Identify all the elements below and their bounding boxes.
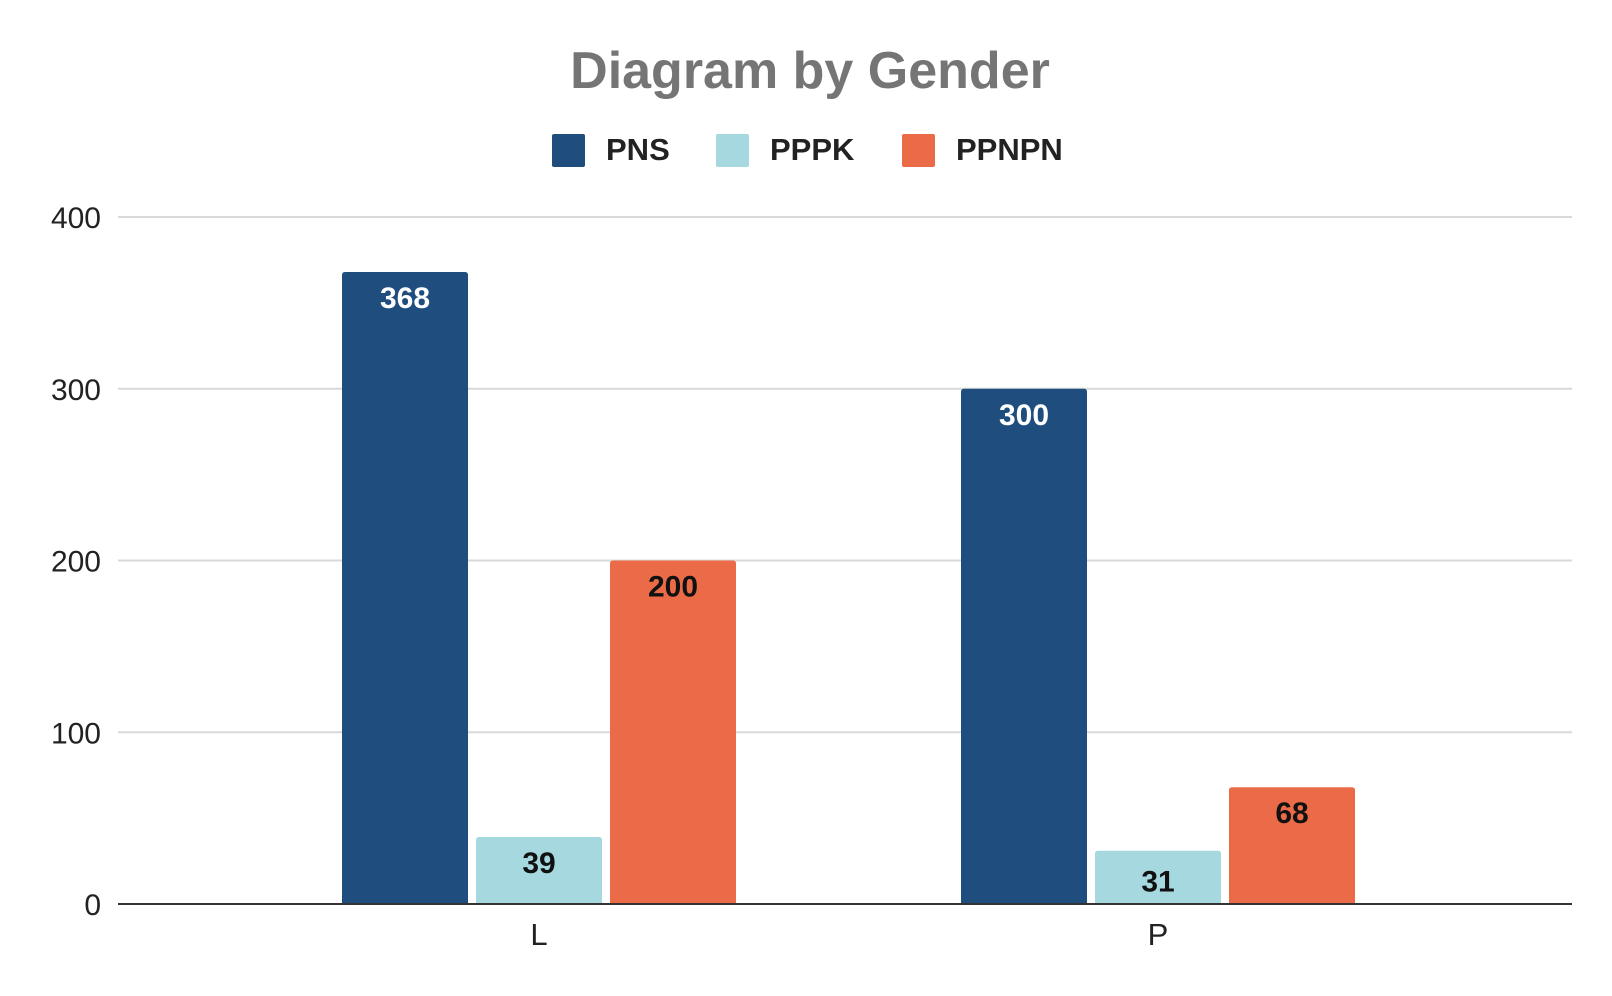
bar-ppnpn-p <box>1229 787 1355 904</box>
data-label-pppk-l: 39 <box>522 847 555 880</box>
legend-swatch-ppnpn <box>902 134 935 167</box>
y-tick-label-400: 400 <box>51 202 101 235</box>
data-label-ppnpn-p: 68 <box>1275 797 1308 830</box>
y-tick-label-200: 200 <box>51 546 101 579</box>
y-tick-label-300: 300 <box>51 374 101 407</box>
data-label-pns-p: 300 <box>999 399 1049 432</box>
chart-title: Diagram by Gender <box>570 42 1050 100</box>
legend-label-pppk: PPPK <box>770 132 855 167</box>
x-tick-label-l: L <box>530 917 547 952</box>
bar-pppk-l <box>476 837 602 904</box>
bar-pns-l <box>342 271 468 905</box>
x-tick-label-p: P <box>1148 917 1169 952</box>
legend-label-ppnpn: PPNPN <box>956 132 1063 167</box>
bar-pns-p <box>961 388 1087 904</box>
legend: PNS PPPK PPNPN <box>552 132 1063 167</box>
bar-ppnpn-l <box>610 560 736 904</box>
legend-swatch-pppk <box>716 134 749 167</box>
legend-swatch-pns <box>552 134 585 167</box>
y-tick-label-0: 0 <box>84 889 101 922</box>
data-label-pns-l: 368 <box>380 282 430 315</box>
data-label-pppk-p: 31 <box>1141 865 1174 898</box>
bars: 368 39 200 300 31 68 <box>342 271 1355 905</box>
y-axis: 0 100 200 300 400 <box>51 202 101 922</box>
data-label-ppnpn-l: 200 <box>648 571 698 604</box>
legend-label-pns: PNS <box>606 132 670 167</box>
bar-pppk-p <box>1095 850 1221 904</box>
y-tick-label-100: 100 <box>51 717 101 750</box>
gridlines <box>118 216 1572 734</box>
